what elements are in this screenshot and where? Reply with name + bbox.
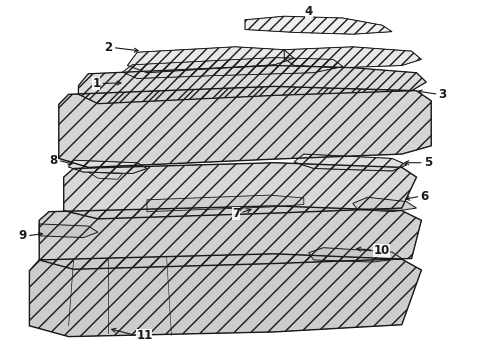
Polygon shape <box>78 66 426 104</box>
Polygon shape <box>122 58 343 78</box>
Polygon shape <box>39 206 421 269</box>
Text: 4: 4 <box>305 5 313 18</box>
Text: 2: 2 <box>104 41 113 54</box>
Text: 5: 5 <box>424 156 432 169</box>
Polygon shape <box>147 195 304 212</box>
Text: 7: 7 <box>232 207 240 220</box>
Polygon shape <box>39 224 98 238</box>
Polygon shape <box>294 154 407 171</box>
Polygon shape <box>29 254 421 337</box>
Polygon shape <box>284 47 421 68</box>
Polygon shape <box>88 172 122 179</box>
Text: 8: 8 <box>49 154 58 167</box>
Text: 6: 6 <box>420 190 429 203</box>
Polygon shape <box>245 16 392 34</box>
Polygon shape <box>127 47 294 73</box>
Polygon shape <box>64 163 416 219</box>
Text: 1: 1 <box>92 77 100 90</box>
Text: 3: 3 <box>439 88 447 101</box>
Polygon shape <box>309 248 402 262</box>
Text: 10: 10 <box>373 244 390 257</box>
Polygon shape <box>59 86 431 167</box>
Text: 9: 9 <box>19 229 27 242</box>
Polygon shape <box>353 197 416 212</box>
Text: 11: 11 <box>136 329 152 342</box>
Polygon shape <box>69 160 147 174</box>
